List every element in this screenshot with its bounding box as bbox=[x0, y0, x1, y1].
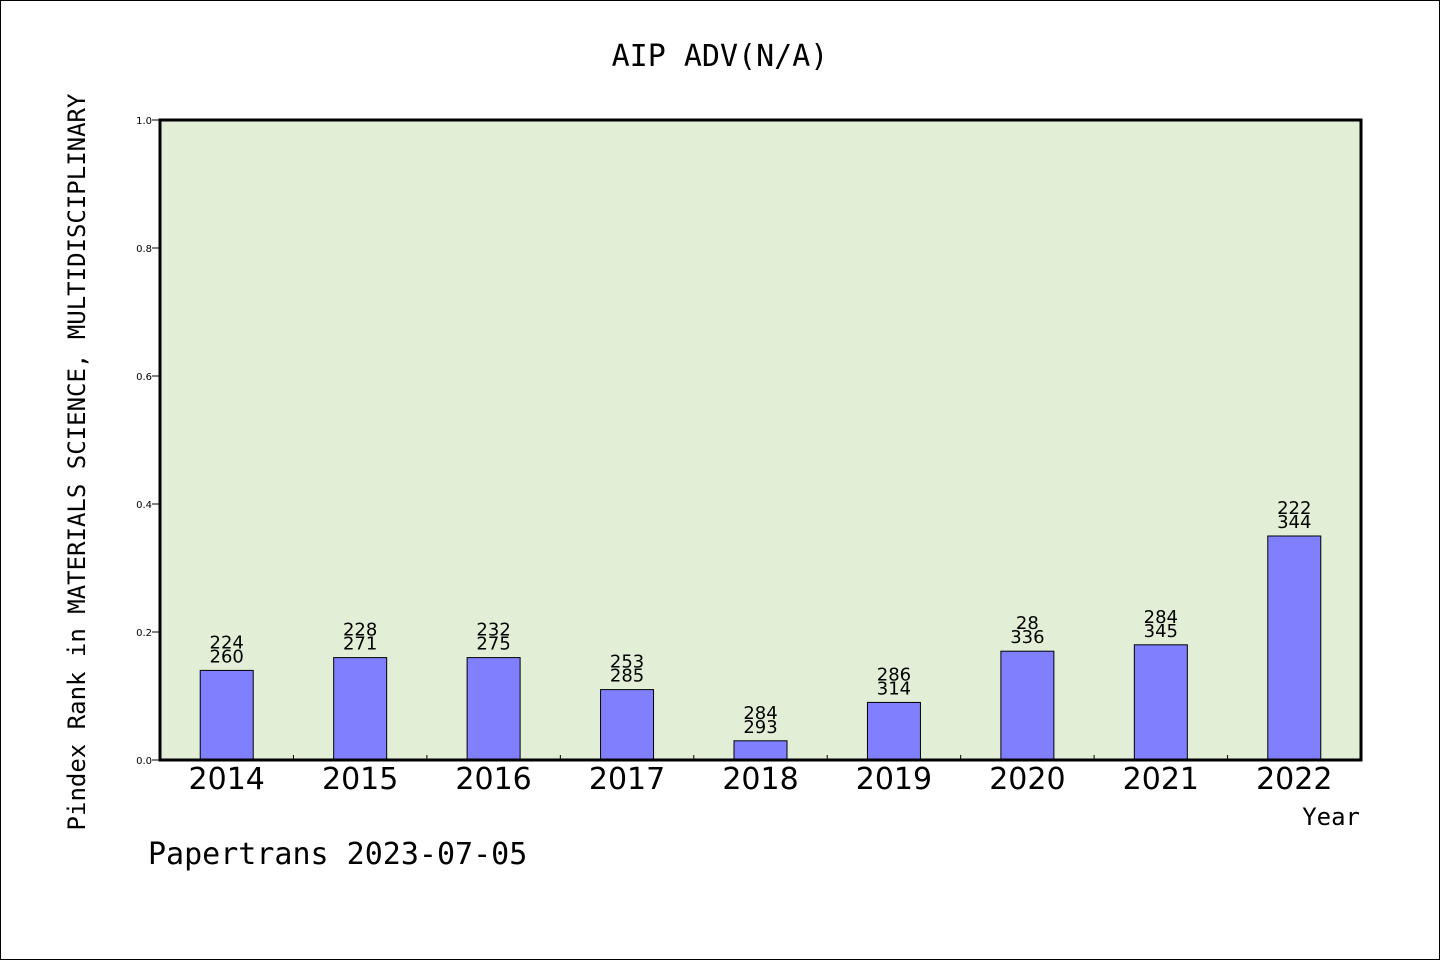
bar bbox=[1000, 650, 1055, 761]
bar-total-label: 271 bbox=[343, 634, 377, 655]
y-tick-label: 0.8 bbox=[136, 244, 152, 255]
bar-rank-label: 222 bbox=[1277, 498, 1311, 519]
y-tick-label: 0.2 bbox=[136, 628, 152, 639]
bar-total-label: 285 bbox=[610, 666, 644, 687]
bar bbox=[733, 740, 788, 761]
credit-text: Papertrans 2023-07-05 bbox=[148, 837, 527, 872]
y-tick-label: 0.0 bbox=[136, 756, 152, 767]
bars-group: 2242602282712322752532852842932863142833… bbox=[199, 498, 1322, 761]
bar-total-label: 314 bbox=[877, 678, 911, 699]
bar bbox=[333, 657, 388, 761]
bar bbox=[600, 689, 655, 761]
bar bbox=[466, 657, 521, 761]
chart-title: AIP ADV(N/A) bbox=[612, 39, 829, 74]
y-tick-label: 0.6 bbox=[136, 372, 152, 383]
x-tick-label: 2020 bbox=[989, 762, 1065, 797]
x-tick-label: 2018 bbox=[722, 762, 798, 797]
plot-border bbox=[158, 118, 1363, 762]
bar-rank-label: 28 bbox=[1016, 613, 1039, 634]
x-tick-label: 2019 bbox=[856, 762, 932, 797]
x-tick-label: 2016 bbox=[455, 762, 531, 797]
bar-rank-label: 224 bbox=[210, 632, 244, 653]
bar-rank-label: 228 bbox=[343, 620, 377, 641]
bar bbox=[866, 701, 921, 761]
bar-total-label: 293 bbox=[743, 717, 777, 738]
bar-total-label: 345 bbox=[1144, 621, 1178, 642]
bar-rank-label: 284 bbox=[1144, 607, 1178, 628]
bar-rank-label: 284 bbox=[743, 703, 777, 724]
bar-total-label: 344 bbox=[1277, 512, 1311, 533]
bar bbox=[1267, 535, 1322, 761]
x-axis-label: Year bbox=[1302, 803, 1360, 831]
x-tick-label: 2015 bbox=[322, 762, 398, 797]
x-tick-label: 2022 bbox=[1256, 762, 1332, 797]
bar-rank-label: 253 bbox=[610, 652, 644, 673]
y-axis-label: Pindex Rank in MATERIALS SCIENCE, MULTID… bbox=[63, 93, 91, 830]
bar bbox=[199, 669, 254, 761]
y-tick-label: 0.4 bbox=[136, 500, 152, 511]
y-axis-ticks: 0.0 0.2 0.4 0.6 0.8 1.0 bbox=[136, 116, 160, 767]
y-tick-label: 1.0 bbox=[136, 116, 152, 127]
x-tick-label: 2014 bbox=[189, 762, 265, 797]
bar-total-label: 260 bbox=[210, 646, 244, 667]
x-axis-ticks: 2014 2015 2016 2017 2018 2019 2020 2021 2022 bbox=[189, 755, 1332, 797]
bar-total-label: 336 bbox=[1010, 627, 1044, 648]
bar bbox=[1133, 644, 1188, 761]
bar-rank-label: 232 bbox=[476, 620, 510, 641]
x-tick-label: 2017 bbox=[589, 762, 665, 797]
bar-total-label: 275 bbox=[476, 634, 510, 655]
x-tick-label: 2021 bbox=[1123, 762, 1199, 797]
bar-rank-label: 286 bbox=[877, 664, 911, 685]
